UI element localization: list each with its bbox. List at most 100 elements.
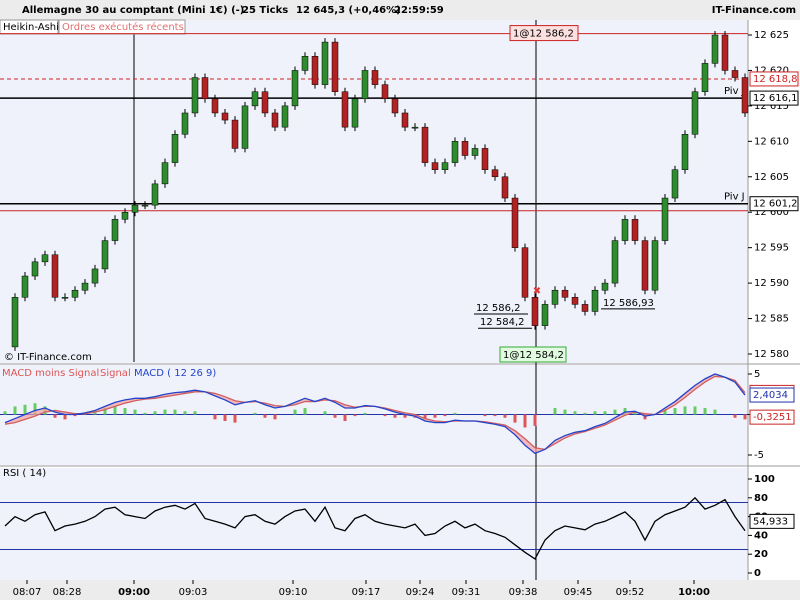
tab-label[interactable]: Ordres exécutés récents [62,21,184,33]
candle [81,282,89,291]
histogram-bar [533,414,537,426]
y-tick-label: 100 [754,474,775,485]
y-tick-label: 40 [754,530,768,541]
histogram-bar [713,409,717,415]
x-tick-label: 08:28 [53,587,82,598]
histogram-bar [683,406,687,415]
candle [421,126,429,163]
y-tick-label: 12 580 [754,349,789,360]
x-tick-label: 09:10 [279,587,308,598]
watermark: © IT-Finance.com [4,352,92,363]
candle [361,70,369,100]
fill-label: 12 584,2 [480,317,525,328]
value-label: 54,933 [753,516,788,527]
candle [611,240,619,284]
candle [641,240,649,291]
candle [481,148,489,170]
candle [511,197,519,248]
candle [331,41,339,92]
buy-tag [499,346,567,363]
candle [381,84,389,100]
candle [371,70,379,85]
histogram-bar [363,412,367,415]
candle [691,91,699,135]
histogram-bar [443,414,447,417]
x-tick-label: 09:17 [352,587,381,598]
histogram-bar [503,414,507,418]
candle [731,70,739,78]
level-tag [749,71,799,87]
histogram-bar [123,408,127,415]
order-label: 1@12 586,2 [513,29,574,40]
histogram-bar [343,414,347,421]
candle [711,34,719,64]
candle [121,211,129,220]
legend-label: MACD ( 12 26 9) [134,368,216,379]
legend-label: Signal [100,368,131,379]
quote: 12 645,3 (+0,46%) [296,5,401,16]
histogram-bar [53,414,57,418]
tab-label[interactable]: Heikin-Ashi [3,22,59,33]
candle [681,133,689,170]
candle [151,183,159,206]
sell-marker: ✖ [533,286,541,297]
x-tick-label: 09:03 [179,587,208,598]
candle [281,105,289,128]
candle [261,91,269,114]
histogram-bar [183,411,187,415]
candle [271,112,279,128]
candle [181,112,189,135]
y-tick-label: 12 585 [754,314,789,325]
candle [601,282,609,291]
fill-label: 12 586,93 [603,298,654,309]
histogram-bar [563,409,567,415]
level-label: 12 618,8 [753,74,798,85]
candle [741,77,749,114]
interval: 25 Ticks [242,5,288,16]
candle [571,297,579,305]
candle [391,98,399,114]
instrument: Allemagne 30 au comptant (Mini 1€) (-) [22,5,244,16]
level-tag-label: Piv J [724,192,745,203]
candle [631,219,639,241]
macd-line [4,373,746,455]
histogram-bar [73,414,77,417]
y-tick-label: 12 610 [754,136,789,147]
histogram-bar [193,411,197,415]
candle [591,289,599,312]
candle [161,162,169,185]
candle [561,289,569,298]
histogram-bar [93,411,97,415]
rsi-line [4,496,746,560]
histogram-bar [63,414,67,420]
y-tick-label: 12 620 [754,65,789,76]
x-tick-label: 08:07 [13,587,42,598]
candle [671,169,679,199]
x-tick-label: 10:00 [678,587,710,598]
histogram-bar [593,411,597,415]
candle [411,126,419,129]
histogram-bar [303,408,307,415]
level-tag [749,90,799,106]
histogram-bar [253,412,257,415]
candle [401,112,409,128]
candle [61,297,69,299]
level-label: 12 616,1 [753,93,798,104]
value-tag [749,409,795,425]
histogram-bar [23,404,27,415]
candle [311,56,319,85]
candle [211,98,219,114]
histogram-bar [703,408,707,415]
histogram-bar [13,406,17,415]
x-tick-label: 09:52 [616,587,645,598]
candle [101,240,109,270]
histogram-bar [273,414,277,420]
histogram-bar [293,409,297,415]
candle [201,77,209,100]
level-tag-label: Piv J [724,86,745,97]
histogram-bar [603,411,607,415]
histogram-bar [743,414,747,420]
value-tag [749,387,795,403]
